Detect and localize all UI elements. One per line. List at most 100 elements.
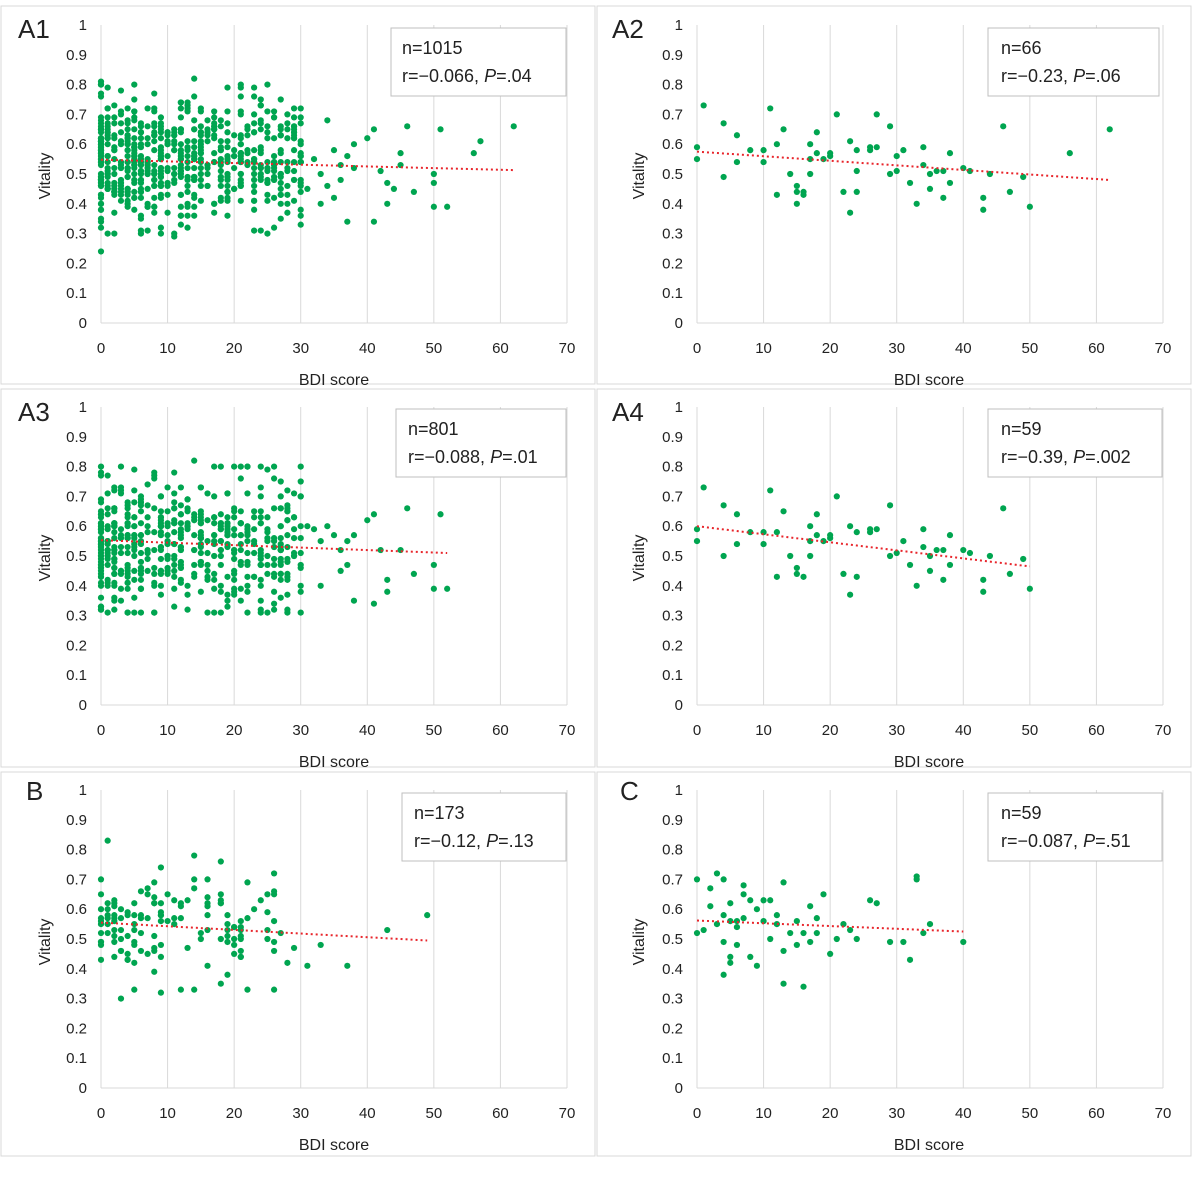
data-point — [297, 158, 304, 166]
data-point — [753, 906, 761, 913]
data-point — [264, 108, 271, 115]
data-point — [866, 897, 874, 904]
data-point — [284, 164, 291, 172]
data-point — [197, 123, 204, 130]
x-tick-label: 60 — [492, 1105, 509, 1122]
data-point — [191, 212, 198, 219]
x-tick-label: 50 — [1022, 340, 1039, 357]
data-point — [780, 980, 787, 987]
data-point — [151, 132, 158, 139]
data-point — [787, 552, 794, 560]
data-point — [197, 141, 204, 148]
data-point — [317, 538, 324, 545]
data-point — [807, 523, 814, 530]
data-point — [940, 167, 947, 175]
data-point — [800, 983, 807, 990]
data-point — [191, 511, 198, 518]
data-point — [97, 472, 105, 479]
data-point — [184, 108, 191, 115]
x-tick-label: 20 — [822, 722, 839, 739]
data-point — [251, 84, 258, 91]
data-point — [430, 585, 437, 592]
data-point — [290, 105, 298, 112]
x-tick-label: 70 — [559, 722, 576, 739]
data-point — [244, 123, 251, 130]
data-point — [767, 487, 774, 494]
data-point — [244, 986, 251, 993]
data-point — [177, 915, 184, 922]
data-point — [157, 912, 165, 919]
data-point — [131, 170, 138, 178]
data-point — [157, 953, 165, 960]
data-point — [297, 105, 304, 112]
data-point — [171, 529, 178, 536]
data-point — [264, 909, 271, 916]
data-point — [144, 502, 151, 509]
data-point — [144, 523, 151, 530]
data-point — [270, 224, 278, 231]
data-point — [270, 600, 278, 607]
data-point — [807, 141, 814, 148]
x-tick-labels: 0 10 20 30 40 50 60 70 — [97, 1105, 576, 1122]
data-point — [384, 926, 391, 934]
data-point — [700, 484, 707, 491]
data-point — [137, 230, 145, 237]
data-point — [157, 508, 165, 515]
stats-r-p: r=−0.087, P=.51 — [1001, 831, 1131, 851]
data-point — [264, 123, 271, 130]
data-point — [873, 526, 880, 533]
data-point — [773, 912, 780, 919]
data-point — [97, 929, 105, 937]
y-tick-label: 0.4 — [662, 961, 683, 978]
data-point — [707, 903, 714, 910]
data-point — [131, 81, 138, 88]
data-point — [211, 126, 218, 133]
data-point — [197, 147, 204, 154]
data-point — [171, 490, 178, 497]
data-point — [277, 179, 284, 187]
data-point — [813, 532, 820, 539]
data-point — [191, 164, 198, 172]
data-point — [384, 588, 391, 595]
data-point — [171, 561, 178, 569]
y-tick-label: 0.9 — [662, 429, 683, 446]
data-point — [284, 591, 291, 598]
panel-b: B 0 0.1 0.2 0.3 0.4 0.5 0.6 0.7 0.8 0.9 1 0 10 20 30 4… — [0, 771, 596, 1157]
data-point — [224, 138, 231, 145]
data-point — [184, 520, 191, 527]
data-point — [760, 147, 767, 154]
data-point — [157, 555, 165, 563]
data-point — [97, 876, 105, 883]
data-point — [966, 549, 974, 557]
x-tick-label: 70 — [559, 340, 576, 357]
data-point — [297, 138, 304, 145]
data-point — [747, 897, 754, 904]
data-point — [124, 561, 131, 569]
data-point — [111, 529, 118, 536]
data-point — [111, 932, 118, 940]
data-point — [277, 570, 284, 577]
data-point — [847, 926, 854, 934]
data-point — [297, 564, 304, 572]
data-point — [171, 517, 178, 524]
data-point — [177, 114, 184, 121]
data-point — [211, 114, 218, 121]
data-point — [104, 906, 111, 913]
data-point — [211, 158, 218, 166]
data-point — [191, 532, 198, 539]
data-point — [144, 567, 151, 574]
data-point — [104, 511, 111, 518]
data-point — [131, 499, 138, 506]
data-point — [171, 505, 178, 512]
data-point — [151, 182, 158, 190]
data-point — [204, 490, 211, 497]
data-point — [244, 609, 251, 616]
data-point — [131, 96, 138, 103]
data-point — [157, 164, 165, 172]
data-point — [793, 200, 800, 207]
data-point — [713, 870, 721, 877]
data-point — [151, 209, 158, 216]
data-point — [191, 194, 198, 201]
data-point — [960, 938, 967, 946]
data-point — [97, 906, 105, 913]
